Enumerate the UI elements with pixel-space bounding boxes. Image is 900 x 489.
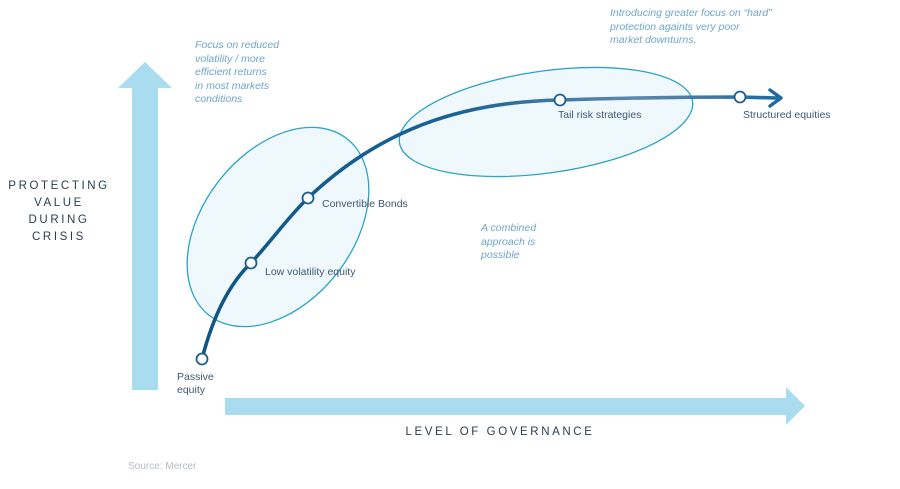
label-convertible-bonds: Convertible Bonds xyxy=(322,198,408,210)
y-axis-label: PROTECTING VALUE DURING CRISIS xyxy=(8,180,110,243)
note-reduced-volatility: Focus on reduced volatility / more effic… xyxy=(195,39,280,105)
strategy-curve xyxy=(200,95,778,361)
label-passive-equity: Passive equity xyxy=(177,371,214,396)
point-passive-equity xyxy=(195,352,209,366)
label-structured-equities: Structured equities xyxy=(743,109,831,121)
label-low-volatility-equity: Low volatility equity xyxy=(265,266,356,278)
source-note: Source: Mercer xyxy=(128,461,197,472)
label-tail-risk-strategies: Tail risk strategies xyxy=(558,109,642,121)
ellipse-reduced-volatility xyxy=(186,126,370,328)
x-axis-arrow xyxy=(225,387,805,425)
ellipse-hard-protection xyxy=(398,66,694,178)
curve-arrowhead xyxy=(768,88,783,108)
point-structured-equities xyxy=(733,90,747,104)
point-convertible-bonds xyxy=(301,191,315,205)
point-low-volatility-equity xyxy=(244,256,258,270)
note-hard-protection: Introducing greater focus on “hard” prot… xyxy=(610,7,772,46)
note-combined-approach: A combined approach is possible xyxy=(481,222,537,261)
y-axis-arrow xyxy=(118,62,172,390)
x-axis-label: LEVEL OF GOVERNANCE xyxy=(405,426,595,438)
point-tail-risk-strategies xyxy=(553,93,567,107)
